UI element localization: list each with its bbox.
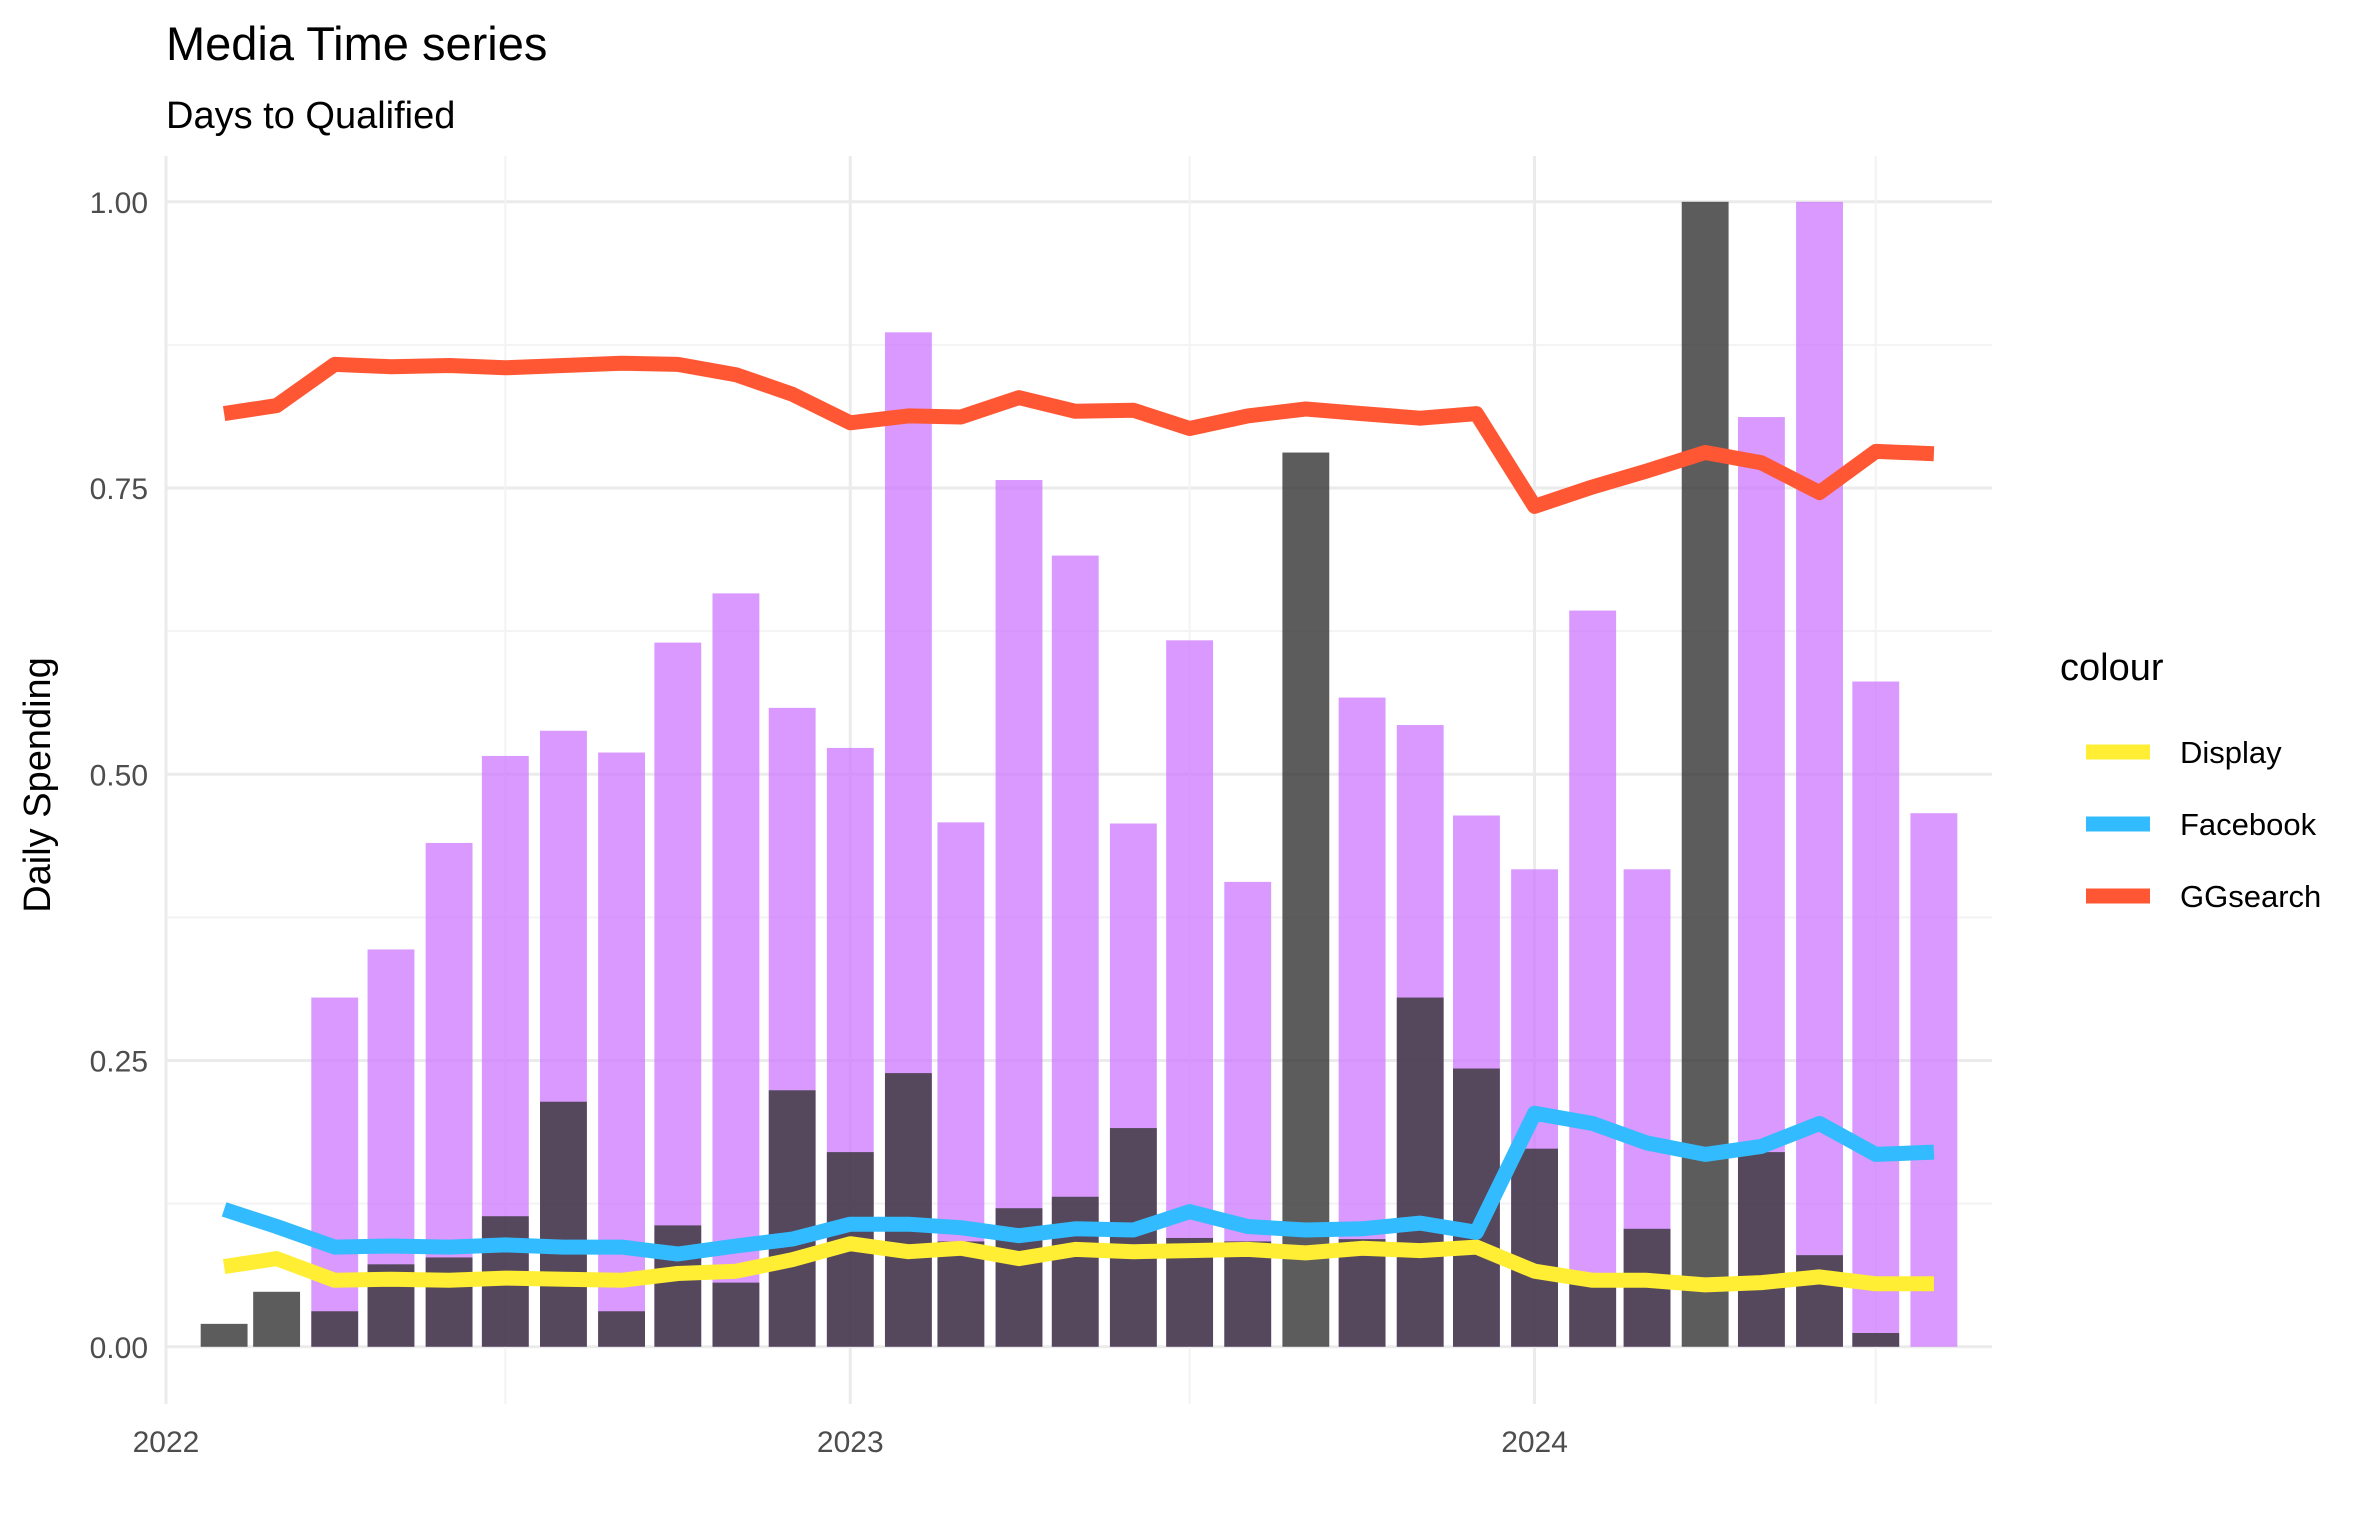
bar <box>598 752 645 1347</box>
bar <box>1852 1333 1900 1347</box>
series-line-display <box>222 1236 1934 1293</box>
x-tick-label: 2024 <box>1501 1426 1568 1459</box>
series-line-facebook <box>221 1105 1935 1262</box>
y-axis-title: Daily Spending <box>17 657 59 913</box>
legend: colour Display Facebook GGsearch <box>2060 647 2321 914</box>
series-line-ggsearch <box>222 355 1935 514</box>
bar <box>1166 640 1214 1347</box>
x-tick-label: 2022 <box>133 1426 200 1459</box>
bar <box>425 1257 473 1347</box>
bar <box>253 1291 301 1347</box>
bar <box>1910 813 1958 1347</box>
bar <box>311 1311 359 1347</box>
bar <box>1737 1152 1785 1347</box>
bar <box>712 593 760 1347</box>
bar <box>1681 201 1729 1347</box>
bar <box>540 1101 587 1347</box>
bar <box>768 1090 816 1347</box>
bar <box>1852 681 1900 1347</box>
bar <box>712 1282 760 1347</box>
bar <box>654 1225 702 1347</box>
chart-title: Media Time series <box>166 17 547 70</box>
y-tick-label: 1.00 <box>90 187 148 220</box>
bar <box>311 997 359 1347</box>
series-lines <box>221 355 1935 1293</box>
bar <box>1338 697 1386 1347</box>
y-tick-label: 0.75 <box>90 473 148 506</box>
bar <box>1396 997 1444 1347</box>
bar <box>1511 1148 1558 1347</box>
bar <box>1569 610 1617 1347</box>
bar <box>1796 201 1843 1347</box>
legend-label: GGsearch <box>2180 879 2321 914</box>
bar <box>1224 1241 1272 1347</box>
bar <box>1796 1255 1843 1347</box>
chart-subtitle: Days to Qualified <box>166 95 455 137</box>
bar <box>598 1311 645 1347</box>
bar <box>995 480 1043 1347</box>
bar <box>200 1323 248 1347</box>
bar <box>1051 1196 1099 1347</box>
legend-label: Facebook <box>2180 807 2317 842</box>
bar <box>1282 452 1330 1347</box>
bar <box>937 1241 985 1347</box>
bar <box>1569 1280 1617 1347</box>
x-tick-label: 2023 <box>817 1426 884 1459</box>
legend-label: Display <box>2180 735 2282 770</box>
y-tick-label: 0.00 <box>90 1332 148 1365</box>
legend-title: colour <box>2060 647 2164 689</box>
axes: 0.00 0.25 0.50 0.75 1.00 2022 2023 2024 <box>90 187 1568 1459</box>
y-tick-label: 0.50 <box>90 759 148 792</box>
bar <box>884 1073 932 1347</box>
y-tick-label: 0.25 <box>90 1046 148 1079</box>
